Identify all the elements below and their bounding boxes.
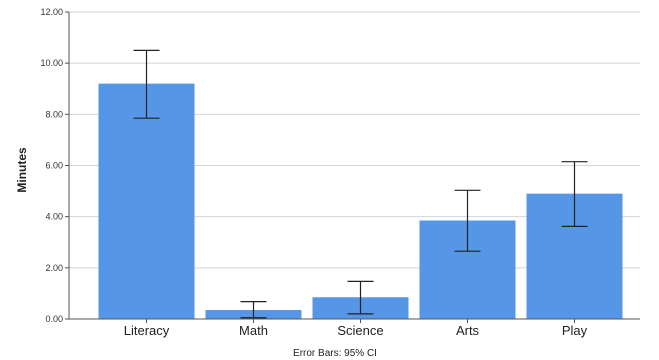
x-tick-label: Science	[337, 323, 383, 338]
x-tick-label: Literacy	[124, 323, 170, 338]
y-tick-label: 10.00	[40, 58, 63, 68]
y-tick-label: 8.00	[45, 109, 63, 119]
tick-labels: 0.00 2.00 4.00 6.00 8.00 10.00 12.00 Literacy Ma…	[40, 7, 587, 338]
x-tick-label: Play	[562, 323, 588, 338]
y-tick-label: 2.00	[45, 263, 63, 273]
x-tick-label: Arts	[456, 323, 480, 338]
axes	[65, 11, 640, 323]
x-tick-label: Math	[239, 323, 268, 338]
bars	[98, 83, 623, 319]
y-tick-label: 4.00	[45, 212, 63, 222]
y-tick-label: 12.00	[40, 7, 63, 17]
bar-literacy	[98, 83, 195, 319]
y-tick-label: 0.00	[45, 314, 63, 324]
error-bars-footnote: Error Bars: 95% CI	[293, 348, 377, 359]
error-bars	[133, 49, 588, 319]
y-axis-title: Minutes	[15, 147, 29, 193]
y-tick-label: 6.00	[45, 161, 63, 171]
